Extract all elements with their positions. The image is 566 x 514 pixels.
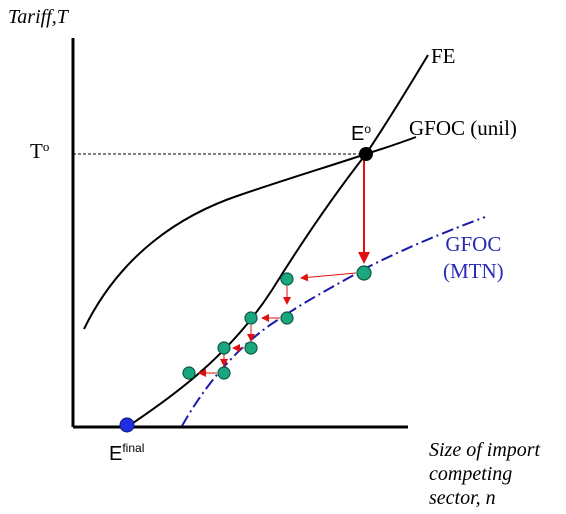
- x-axis-label-line1: Size of import: [429, 439, 541, 461]
- e-final-letter: E: [109, 443, 123, 465]
- e-final-point: [119, 417, 135, 433]
- e-zero-point: [359, 147, 373, 161]
- e-zero-letter: E: [351, 123, 365, 145]
- adjust-point: [280, 311, 294, 325]
- adjust-point: [280, 272, 294, 286]
- e-zero-label: Eo: [351, 122, 371, 146]
- gfoc-unil-curve: [83, 136, 417, 330]
- t-zero-letter: T: [30, 139, 43, 163]
- x-axis-label: Size of import competing sector, n: [429, 438, 540, 510]
- x-axis-label-line2: competing: [429, 463, 513, 485]
- gfoc-mtn-label: GFOC (MTN): [443, 231, 504, 285]
- e-final-sup: final: [122, 441, 145, 455]
- adjust-arrow-1: [300, 272, 357, 282]
- y-axis-label: Tariff,T: [8, 6, 68, 28]
- adjust-point: [244, 341, 258, 355]
- gfoc-mtn-curve: [181, 216, 486, 427]
- gfoc-mtn-label-line1: GFOC: [445, 232, 502, 256]
- e-final-label: Efinal: [109, 441, 144, 466]
- gfoc-unil-label: GFOC (unil): [409, 116, 517, 140]
- e-zero-sup: o: [364, 122, 372, 136]
- adjust-point: [217, 341, 231, 355]
- t-zero-sup: o: [42, 139, 50, 154]
- adjust-point: [182, 366, 196, 380]
- adjust-point: [356, 265, 372, 281]
- adjust-point: [244, 311, 258, 325]
- t-zero-label: To: [30, 139, 49, 164]
- gfoc-mtn-label-line2: (MTN): [443, 259, 504, 283]
- fe-label: FE: [431, 44, 456, 68]
- x-axis-label-line3: sector, n: [429, 487, 496, 509]
- adjust-point: [217, 366, 231, 380]
- fe-curve: [126, 54, 429, 428]
